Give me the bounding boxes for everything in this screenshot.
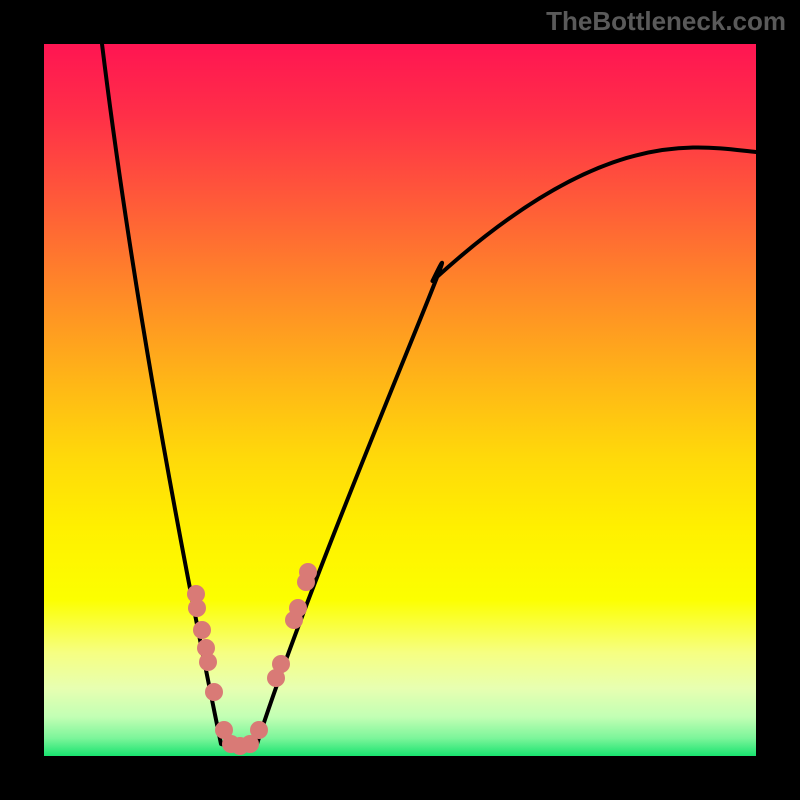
chart-root: TheBottleneck.com	[0, 0, 800, 800]
frame-right	[756, 0, 800, 800]
marker-dot	[188, 599, 206, 617]
marker-dot	[299, 563, 317, 581]
markers-layer	[44, 44, 756, 756]
marker-dot	[272, 655, 290, 673]
marker-dot	[205, 683, 223, 701]
frame-bottom	[0, 756, 800, 800]
marker-dot	[199, 653, 217, 671]
plot-area	[44, 44, 756, 756]
marker-dot	[193, 621, 211, 639]
frame-left	[0, 0, 44, 800]
marker-dot	[289, 599, 307, 617]
frame-top	[0, 0, 800, 44]
marker-dot	[250, 721, 268, 739]
